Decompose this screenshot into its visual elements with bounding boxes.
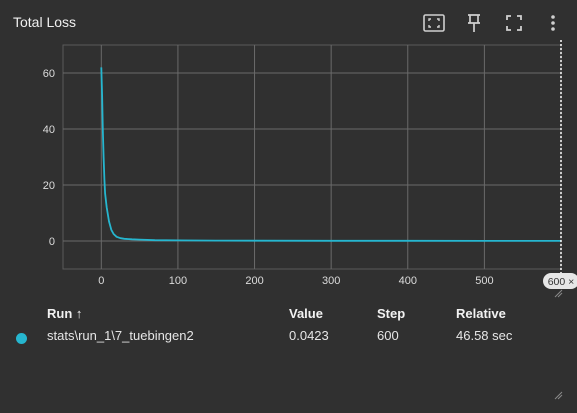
more-options-button[interactable]: [540, 10, 566, 36]
row-relative: 46.58 sec: [456, 328, 513, 343]
more-vert-icon: [551, 15, 555, 31]
line-chart[interactable]: 0 100 200 300 400 500 0 20 40 60 600 ×: [0, 40, 577, 296]
fullscreen-icon: [506, 15, 522, 31]
y-tick-label: 40: [43, 124, 55, 136]
step-cursor-label: 600 ×: [548, 276, 575, 288]
pin-button[interactable]: [461, 10, 487, 36]
row-value: 0.0423: [289, 328, 329, 343]
chart-resize-handle-icon[interactable]: [553, 288, 563, 298]
y-tick-label: 60: [43, 68, 55, 80]
run-color-dot: [16, 333, 27, 344]
plot-frame: [62, 44, 562, 270]
y-tick-label: 20: [43, 180, 55, 192]
x-tick-label: 400: [399, 275, 417, 287]
fit-domain-button[interactable]: [421, 10, 447, 36]
row-step: 600: [377, 328, 399, 343]
step-cursor-chip[interactable]: [543, 273, 577, 289]
pin-icon: [468, 14, 480, 32]
series-line: [100, 67, 561, 242]
header-relative[interactable]: Relative: [456, 306, 506, 321]
x-tick-label: 100: [169, 275, 187, 287]
header-value[interactable]: Value: [289, 306, 323, 321]
table-resize-handle-icon[interactable]: [553, 390, 563, 400]
header-step[interactable]: Step: [377, 306, 406, 321]
x-tick-label: 0: [98, 275, 104, 287]
y-tick-label: 0: [49, 236, 55, 248]
x-tick-label: 500: [475, 275, 493, 287]
x-tick-label: 300: [322, 275, 340, 287]
header-run[interactable]: Run ↑: [47, 306, 83, 321]
fullscreen-button[interactable]: [501, 10, 527, 36]
row-run: stats\run_1\7_tuebingen2: [47, 328, 194, 343]
fit-domain-icon: [423, 14, 445, 32]
x-tick-label: 200: [245, 275, 263, 287]
card-title: Total Loss: [13, 14, 77, 30]
card-toolbar: [420, 10, 570, 36]
